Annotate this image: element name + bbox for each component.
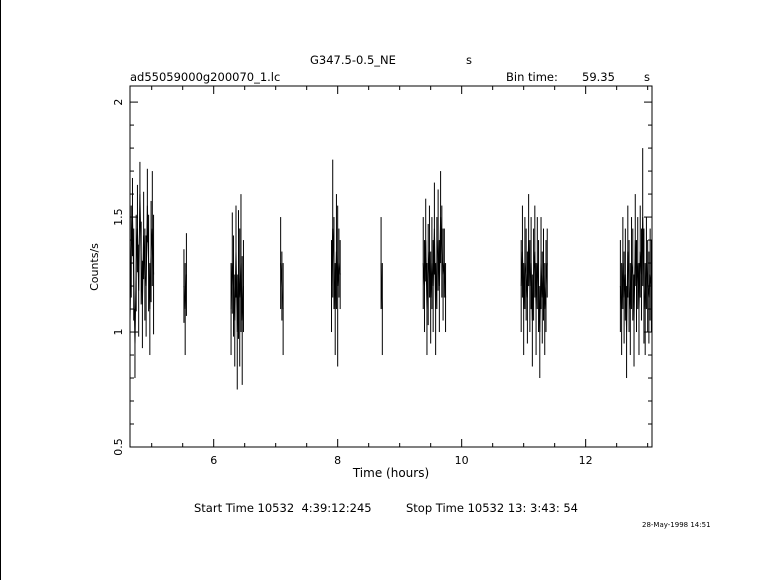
data-line xyxy=(520,240,548,333)
y-tick-label: 0.5 xyxy=(112,438,125,456)
file-name: ad55059000g200070_1.lc xyxy=(130,70,281,84)
y-axis-label: Counts/s xyxy=(88,243,101,291)
plot-frame xyxy=(129,85,653,448)
x-axis-label: Time (hours) xyxy=(352,466,429,480)
x-tick-label: 6 xyxy=(210,454,217,467)
y-tick-label: 2 xyxy=(112,99,125,106)
axis-tick-labels: 6 8 10 12 0.5 1 1.5 2 xyxy=(112,99,593,467)
y-tick-label: 1 xyxy=(112,329,125,336)
object-title-unit: s xyxy=(466,53,472,67)
window-left-border xyxy=(0,0,1,580)
bin-time-label: Bin time: xyxy=(506,70,558,84)
bin-time-unit: s xyxy=(644,70,650,84)
object-title: G347.5-0.5_NE xyxy=(310,53,396,67)
x-tick-label: 12 xyxy=(579,454,593,467)
x-tick-label: 10 xyxy=(455,454,469,467)
light-curve-series xyxy=(129,148,652,390)
y-tick-label: 1.5 xyxy=(112,208,125,226)
axis-ticks xyxy=(130,86,652,448)
start-time: Start Time 10532 4:39:12:245 xyxy=(194,501,372,515)
stop-time: Stop Time 10532 13: 3:43: 54 xyxy=(406,501,578,515)
date-stamp: 28-May-1998 14:51 xyxy=(642,521,711,529)
bin-time-value: 59.35 xyxy=(582,70,615,84)
x-tick-label: 8 xyxy=(334,454,341,467)
